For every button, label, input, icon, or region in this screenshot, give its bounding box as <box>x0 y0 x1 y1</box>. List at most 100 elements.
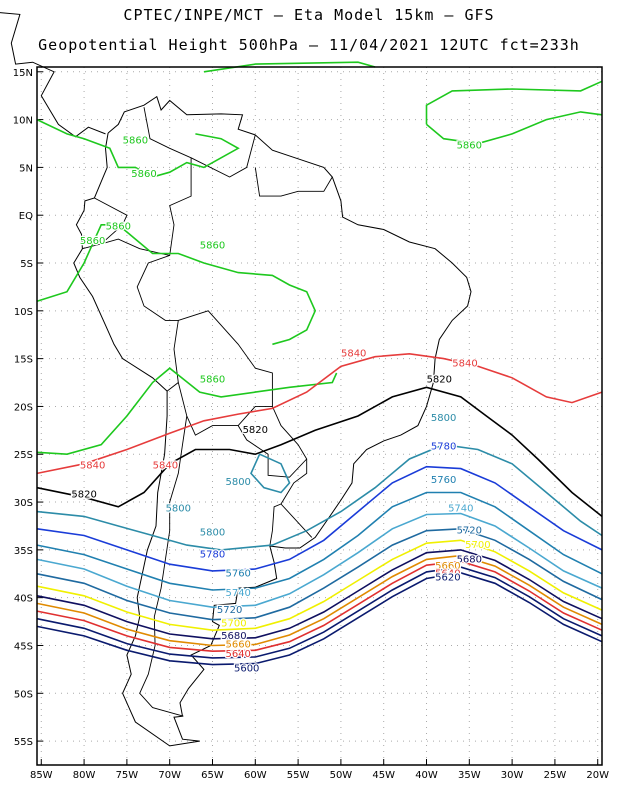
contour-line-5700 <box>36 539 603 632</box>
contour-label-5840: 5840 <box>80 461 105 472</box>
contour-line-5860 <box>425 111 603 145</box>
x-tick-label: 75W <box>116 770 139 781</box>
y-tick-label: 30S <box>14 498 33 509</box>
contour-label-5860: 5860 <box>123 136 148 147</box>
contour-label-5860: 5860 <box>200 241 225 252</box>
x-tick-label: 65W <box>201 770 224 781</box>
y-tick-label: EQ <box>19 211 33 222</box>
x-tick-label: 40W <box>415 770 438 781</box>
contour-label-5860: 5860 <box>80 236 105 247</box>
x-tick-label: 25W <box>544 770 567 781</box>
contour-label-5760: 5760 <box>431 475 456 486</box>
contour-label-5620: 5620 <box>435 573 460 584</box>
contour-label-5720: 5720 <box>217 605 242 616</box>
contour-line-5640 <box>36 560 603 653</box>
x-tick-label: 60W <box>244 770 267 781</box>
country-border <box>269 503 282 547</box>
x-tick-label: 50W <box>330 770 353 781</box>
y-tick-label: 55S <box>14 737 33 748</box>
contour-label-5820: 5820 <box>427 375 452 386</box>
y-tick-label: 35S <box>14 546 33 557</box>
contour-label-5600: 5600 <box>234 663 259 674</box>
contour-line-5860 <box>425 80 603 125</box>
contour-line-5800 <box>36 443 603 551</box>
country-border <box>82 197 128 250</box>
contour-label-5800: 5800 <box>200 528 225 539</box>
y-tick-label: 15S <box>14 355 33 366</box>
x-tick-label: 70W <box>158 770 181 781</box>
contour-label-5700: 5700 <box>221 618 246 629</box>
y-tick-label: 5S <box>20 259 33 270</box>
contour-label-5680: 5680 <box>221 631 246 642</box>
y-tick-label: 10S <box>14 307 33 318</box>
y-tick-label: 5N <box>19 163 33 174</box>
contour-label-5660: 5660 <box>225 639 250 650</box>
y-tick-label: 45S <box>14 641 33 652</box>
x-tick-label: 55W <box>287 770 310 781</box>
contour-line-5720 <box>36 527 603 621</box>
contour-label-5820: 5820 <box>71 489 96 500</box>
y-tick-label: 25S <box>14 450 33 461</box>
contour-label-5840: 5840 <box>153 461 178 472</box>
contour-label-5720: 5720 <box>457 526 482 537</box>
contour-line-5760 <box>36 491 603 591</box>
y-tick-label: 50S <box>14 689 33 700</box>
x-tick-label: 45W <box>372 770 395 781</box>
contour-label-5780: 5780 <box>431 442 456 453</box>
contour-line-5740 <box>36 512 603 609</box>
contour-label-5860: 5860 <box>200 375 225 386</box>
x-tick-label: 35W <box>458 770 481 781</box>
y-tick-label: 10N <box>13 116 33 127</box>
coastline-central-america <box>0 12 106 138</box>
contour-label-5840: 5840 <box>452 358 477 369</box>
x-tick-label: 20W <box>586 770 609 781</box>
contour-line-5860 <box>203 61 376 73</box>
contour-label-5800: 5800 <box>166 504 191 515</box>
contour-line-5860 <box>36 367 338 456</box>
contour-line-5860 <box>36 224 317 346</box>
contour-label-5760: 5760 <box>225 569 250 580</box>
country-border <box>190 134 256 178</box>
chart-title: CPTEC/INPE/MCT – Eta Model 15km – GFS <box>123 6 495 24</box>
x-tick-label: 85W <box>30 770 53 781</box>
contour-label-5700: 5700 <box>465 540 490 551</box>
country-border <box>139 415 188 717</box>
y-tick-label: 20S <box>14 402 33 413</box>
coastline-south-america <box>73 95 472 747</box>
contour-label-5740: 5740 <box>448 504 473 515</box>
country-border <box>254 167 333 197</box>
contour-line-5840 <box>36 352 603 475</box>
contour-line-5820 <box>36 386 603 518</box>
y-tick-label: 15N <box>13 68 33 79</box>
x-tick-label: 80W <box>73 770 96 781</box>
contour-line-5680 <box>36 549 603 640</box>
y-tick-label: 40S <box>14 594 33 605</box>
contour-label-5660: 5660 <box>435 561 460 572</box>
contour-label-5860: 5860 <box>457 140 482 151</box>
contour-line-5780 <box>36 465 603 572</box>
x-tick-label: 30W <box>501 770 524 781</box>
contour-label-5680: 5680 <box>457 554 482 565</box>
contour-line-5600 <box>36 571 603 666</box>
country-border <box>101 238 170 256</box>
contour-line-5800 <box>250 453 291 494</box>
contour-label-5740: 5740 <box>225 588 250 599</box>
contour-label-5840: 5840 <box>341 349 366 360</box>
contour-line-5860 <box>36 118 240 178</box>
contour-label-5860: 5860 <box>131 169 156 180</box>
contour-label-5780: 5780 <box>200 550 225 561</box>
contour-label-5800: 5800 <box>225 477 250 488</box>
map-frame <box>36 66 603 766</box>
country-border <box>166 320 179 392</box>
contour-line-5660 <box>36 554 603 647</box>
contour-label-5640: 5640 <box>435 569 460 580</box>
contour-line-5620 <box>36 566 603 659</box>
contour-label-5800: 5800 <box>431 413 456 424</box>
contour-label-5820: 5820 <box>243 425 268 436</box>
contour-label-5640: 5640 <box>225 649 250 660</box>
country-border <box>237 425 308 478</box>
contour-label-5860: 5860 <box>106 222 131 233</box>
chart-subtitle: Geopotential Height 500hPa – 11/04/2021 … <box>38 36 580 54</box>
